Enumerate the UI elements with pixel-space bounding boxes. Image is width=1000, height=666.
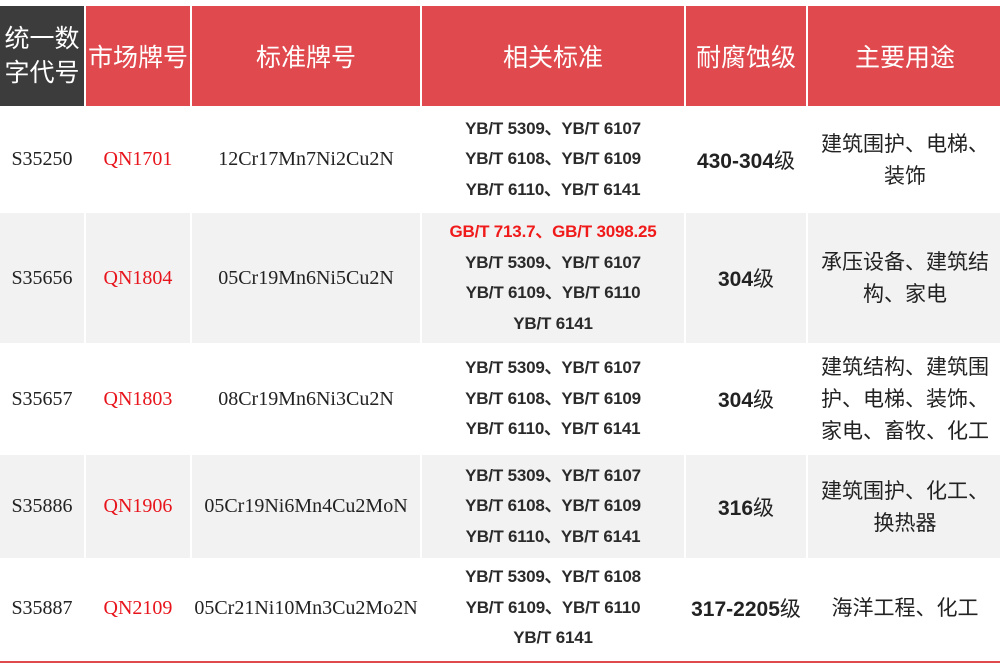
cell-standards: YB/T 5309、YB/T 6107 YB/T 6108、YB/T 6109 YB… <box>422 455 684 558</box>
cell-corrosion: 317-2205级 <box>686 560 806 656</box>
cell-market: QN1906 <box>86 455 190 558</box>
table-row: S35250 QN1701 12Cr17Mn7Ni2Cu2N YB/T 5309、YB… <box>0 108 1000 211</box>
cell-grade: 12Cr17Mn7Ni2Cu2N <box>218 148 394 170</box>
corrosion-suffix: 级 <box>753 267 775 291</box>
cell-corrosion: 430-304级 <box>686 108 806 211</box>
standard-line: YB/T 6108、YB/T 6109 <box>465 149 641 169</box>
cell-use: 承压设备、建筑结构、家电 <box>808 213 1000 343</box>
cell-corrosion: 316级 <box>686 455 806 558</box>
header-code: 统一数字代号 <box>0 6 84 106</box>
cell-corrosion: 304级 <box>686 345 806 453</box>
header-use: 主要用途 <box>808 6 1000 106</box>
table-row: S35656 QN1804 05Cr19Mn6Ni5Cu2N GB/T 713.7、G… <box>0 213 1000 343</box>
standard-line: YB/T 6109、YB/T 6110 <box>465 597 641 617</box>
standard-line: YB/T 5309、YB/T 6107 <box>465 358 641 378</box>
cell-standards: YB/T 5309、YB/T 6107 YB/T 6108、YB/T 6109 YB… <box>422 345 684 453</box>
header-row: 统一数字代号 市场牌号 标准牌号 相关标准 耐腐蚀级 主要用途 <box>0 6 1000 106</box>
cell-corrosion: 304级 <box>686 213 806 343</box>
cell-grade: 05Cr19Ni6Mn4Cu2MoN <box>192 455 420 558</box>
header-market: 市场牌号 <box>86 6 190 106</box>
standard-line: YB/T 5309、YB/T 6107 <box>465 118 641 138</box>
cell-use: 建筑围护、化工、换热器 <box>808 455 1000 558</box>
cell-grade: 05Cr21Ni10Mn3Cu2Mo2N <box>194 596 418 619</box>
stainless-grade-table: 统一数字代号 市场牌号 标准牌号 相关标准 耐腐蚀级 主要用途 S35250 QN… <box>0 4 1000 658</box>
standard-line: YB/T 6110、YB/T 6141 <box>465 179 641 199</box>
cell-code: S35887 <box>11 596 73 619</box>
standard-line: YB/T 6110、YB/T 6141 <box>465 419 641 439</box>
cell-market: QN1701 <box>103 148 173 170</box>
cell-use: 建筑围护、电梯、装饰 <box>821 131 989 188</box>
standard-line-highlight: GB/T 713.7、GB/T 3098.25 <box>449 222 657 241</box>
cell-code: S35657 <box>11 387 73 410</box>
corrosion-value: 317-2205 <box>691 598 780 621</box>
cell-market: QN1804 <box>86 213 190 343</box>
table-row: S35886 QN1906 05Cr19Ni6Mn4Cu2MoN YB/T 5309、… <box>0 455 1000 558</box>
header-corrosion: 耐腐蚀级 <box>686 6 806 106</box>
corrosion-value: 430-304 <box>696 149 775 173</box>
corrosion-value: 304 <box>717 389 754 412</box>
corrosion-suffix: 级 <box>779 597 801 621</box>
corrosion-suffix: 级 <box>753 388 775 412</box>
cell-use: 建筑结构、建筑围护、电梯、装饰、家电、畜牧、化工 <box>821 355 989 443</box>
cell-code: S35656 <box>0 213 84 343</box>
bottom-divider <box>0 661 1000 663</box>
table-row: S35657 QN1803 08Cr19Mn6Ni3Cu2N YB/T 5309、YB… <box>0 345 1000 453</box>
cell-code: S35250 <box>11 148 73 170</box>
corrosion-value: 304 <box>717 268 754 291</box>
corrosion-value: 316 <box>717 496 754 520</box>
standard-line: YB/T 6110、YB/T 6141 <box>465 526 641 546</box>
cell-market: QN1803 <box>103 387 173 410</box>
standard-line: YB/T 5309、YB/T 6107 <box>465 252 641 272</box>
cell-grade: 05Cr19Mn6Ni5Cu2N <box>192 213 420 343</box>
standard-line: YB/T 6109、YB/T 6110 <box>465 283 641 302</box>
standard-line: YB/T 6141 <box>513 313 593 333</box>
corrosion-suffix: 级 <box>774 148 796 173</box>
cell-standards: YB/T 5309、YB/T 6108 YB/T 6109、YB/T 6110 YB… <box>422 560 684 656</box>
standard-line: YB/T 6108、YB/T 6109 <box>465 388 641 408</box>
cell-standards: YB/T 5309、YB/T 6107 YB/T 6108、YB/T 6109 YB… <box>422 108 684 211</box>
header-standards: 相关标准 <box>422 6 684 106</box>
corrosion-suffix: 级 <box>753 495 775 520</box>
standard-line: YB/T 5309、YB/T 6108 <box>465 567 641 587</box>
cell-market: QN2109 <box>103 596 173 619</box>
cell-use: 海洋工程、化工 <box>831 596 979 620</box>
table-row: S35887 QN2109 05Cr21Ni10Mn3Cu2Mo2N YB/T 530… <box>0 560 1000 656</box>
cell-code: S35886 <box>0 455 84 558</box>
header-grade: 标准牌号 <box>192 6 420 106</box>
standard-line: YB/T 6141 <box>513 628 593 648</box>
standard-line: YB/T 6108、YB/T 6109 <box>465 496 641 516</box>
cell-standards: GB/T 713.7、GB/T 3098.25 YB/T 5309、YB/T 61… <box>422 213 684 343</box>
cell-grade: 08Cr19Mn6Ni3Cu2N <box>218 387 394 410</box>
standard-line: YB/T 5309、YB/T 6107 <box>465 465 641 485</box>
